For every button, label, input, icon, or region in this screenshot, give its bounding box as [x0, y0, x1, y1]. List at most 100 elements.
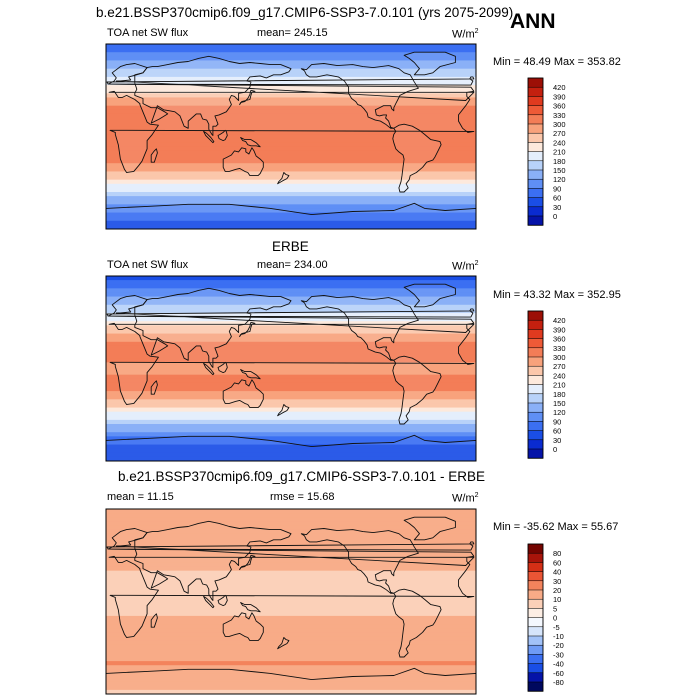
colorbar-cell [527, 663, 544, 674]
panel2-mean-label: mean= 234.00 [257, 259, 328, 271]
colorbar-cell [527, 310, 544, 321]
zonal-band [106, 167, 476, 173]
colorbar-tick-label: -80 [553, 678, 564, 687]
coastline-madagascar [150, 613, 158, 628]
colorbar-cell [527, 86, 544, 97]
colorbar-tick-label: -60 [553, 669, 564, 678]
coastline-australia [222, 612, 264, 642]
colorbar-tick-label: 180 [553, 157, 566, 166]
zonal-band [106, 163, 476, 168]
colorbar-tick-label: 5 [553, 604, 557, 613]
colorbar-tick-label: 270 [553, 129, 566, 138]
panel1-units: W/m2 [452, 28, 479, 41]
colorbar-tick-label: 30 [553, 577, 561, 586]
season-label: ANN [510, 10, 556, 33]
colorbar-cell [527, 654, 544, 665]
zonal-band [106, 292, 476, 298]
zonal-band [106, 574, 476, 580]
zonal-band [106, 329, 476, 335]
zonal-band [106, 607, 476, 613]
colorbar-tick-label: 150 [553, 166, 566, 175]
panel3-title: b.e21.BSSP370cmip6.f09_g17.CMIP6-SSP3-7.… [118, 469, 485, 484]
colorbar-tick-label: 90 [553, 417, 561, 426]
zonal-band [106, 541, 476, 547]
colorbar-cell [527, 608, 544, 619]
colorbar-tick-label: 120 [553, 175, 566, 184]
map-panel-2 [106, 276, 476, 461]
colorbar-tick-label: -20 [553, 641, 564, 650]
colorbar-tick-label: 180 [553, 390, 566, 399]
colorbar-tick-label: 40 [553, 568, 561, 577]
colorbar-tick-label: 0 [553, 445, 557, 454]
zonal-band [106, 378, 476, 384]
zonal-band [106, 521, 476, 527]
colorbar-tick-label: -30 [553, 650, 564, 659]
colorbar-cell [527, 169, 544, 180]
panel2-units-text: W/m [452, 260, 475, 273]
zonal-band [106, 159, 476, 164]
zonal-band [106, 661, 476, 666]
zonal-band [106, 640, 476, 646]
coastline-uk [106, 76, 475, 86]
zonal-band [106, 321, 476, 326]
zonal-band [106, 583, 476, 588]
zonal-band [106, 350, 476, 355]
zonal-band [106, 387, 476, 392]
zonal-band [106, 93, 476, 99]
colorbar-frame [527, 310, 544, 459]
coastline-new-zealand [277, 172, 290, 185]
colorbar-cell [527, 178, 544, 189]
colorbar-cell [527, 356, 544, 367]
zonal-band [106, 208, 476, 214]
colorbar-cell [527, 384, 544, 395]
panel3-units: W/m2 [452, 492, 479, 505]
zonal-band [106, 595, 476, 601]
zonal-band [106, 296, 476, 302]
zonal-band [106, 48, 476, 53]
zonal-band [106, 419, 476, 425]
zonal-band [106, 407, 476, 413]
colorbar-tick-label: 300 [553, 353, 566, 362]
map-panel-1 [106, 44, 476, 229]
zonal-band [106, 304, 476, 310]
zonal-band [106, 652, 476, 658]
zonal-band [106, 366, 476, 372]
colorbar-cell [527, 439, 544, 450]
zonal-band [106, 212, 476, 218]
colorbar-tick-label: 390 [553, 325, 566, 334]
coastline-europe-africa [107, 295, 475, 405]
zonal-band [106, 313, 476, 318]
zonal-band [106, 101, 476, 107]
zonal-band [106, 183, 476, 189]
coastline-japan [239, 321, 256, 338]
zonal-band [106, 284, 476, 289]
colorbar-cell [527, 552, 544, 563]
colorbar-cell [527, 206, 544, 217]
zonal-band [106, 636, 476, 642]
colorbar-cell [527, 123, 544, 134]
zonal-band [106, 615, 476, 621]
zonal-band [106, 362, 476, 368]
zonal-band [106, 533, 476, 539]
colorbar-cell [527, 589, 544, 600]
zonal-band [106, 171, 476, 177]
zonal-band [106, 97, 476, 103]
zonal-band [106, 689, 476, 694]
colorbar-cell [527, 635, 544, 646]
zonal-band [106, 657, 476, 662]
coastline-greenland [403, 283, 456, 308]
zonal-band [106, 456, 476, 461]
zonal-band [106, 105, 476, 111]
zonal-band [106, 126, 476, 131]
colorbar-tick-label: 210 [553, 148, 566, 157]
coastline-greenland [403, 516, 456, 541]
coastline-new-guinea [240, 137, 261, 148]
zonal-band [106, 196, 476, 201]
zonal-band [106, 448, 476, 454]
colorbar-cell [527, 672, 544, 683]
zonal-band [106, 517, 476, 522]
colorbar-cell [527, 96, 544, 107]
colorbar-cell [527, 617, 544, 628]
colorbar-cell [527, 681, 544, 692]
